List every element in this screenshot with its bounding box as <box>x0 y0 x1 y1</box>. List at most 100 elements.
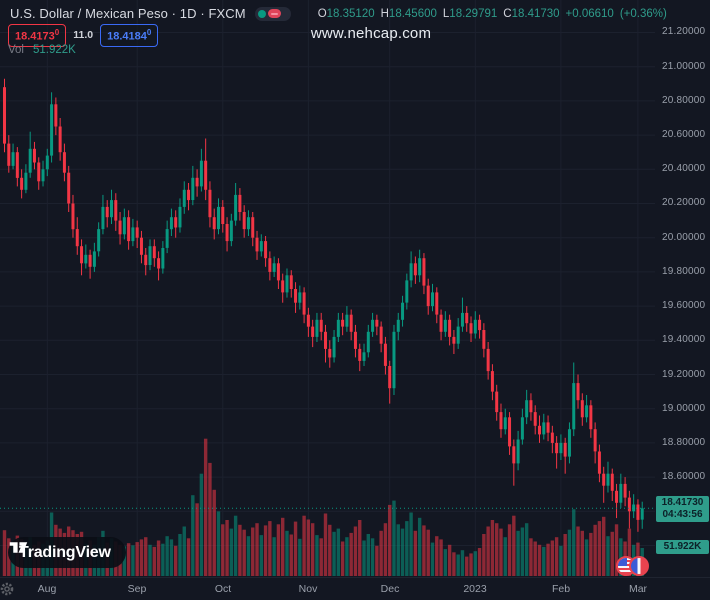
candle-body <box>75 229 79 247</box>
volume-bar <box>550 540 555 576</box>
candle-body <box>32 148 36 163</box>
volume-bar <box>383 523 388 576</box>
volume-label: Vol <box>8 44 24 56</box>
candle-body <box>362 352 366 361</box>
streaming-toggle[interactable] <box>254 6 291 21</box>
time-axis-label: Aug <box>37 583 57 595</box>
price-axis-label: 19.20000 <box>662 369 706 380</box>
candle-body <box>208 189 212 218</box>
candle-body <box>306 314 310 327</box>
price-axis-label: 20.00000 <box>662 232 706 243</box>
volume-bar <box>144 537 148 576</box>
candle-body <box>520 417 524 440</box>
candle-body <box>272 263 276 272</box>
volume-axis-badge: 51.922K <box>656 540 709 554</box>
volume-bar <box>580 530 584 576</box>
candle-body <box>191 177 195 200</box>
flag-event-icon[interactable] <box>629 556 649 576</box>
candle-body <box>401 302 405 320</box>
candle-body <box>405 280 409 303</box>
candle-body <box>379 326 383 344</box>
volume-bar <box>563 534 567 576</box>
candle-body <box>302 292 306 315</box>
event-markers[interactable] <box>616 556 649 576</box>
volume-bar <box>447 544 452 576</box>
tradingview-logo[interactable]: TradingView <box>8 537 126 568</box>
volume-bar <box>452 552 456 576</box>
volume-bar <box>212 489 216 576</box>
candle-body <box>41 169 45 182</box>
buy-ask-button[interactable]: 18.41840 <box>100 24 159 47</box>
candle-body <box>178 206 182 228</box>
volume-bar <box>358 520 362 576</box>
last-price-value: 18.41730 <box>661 497 704 508</box>
candle-body <box>328 348 332 358</box>
time-axis[interactable]: Aug Sep Oct Nov Dec 2023 Feb Mar <box>0 577 710 600</box>
candle-body <box>110 200 113 218</box>
candle-body <box>512 446 516 464</box>
candle-body <box>169 217 173 230</box>
gear-icon[interactable] <box>0 582 14 596</box>
candle-body <box>336 319 340 337</box>
candle-body <box>341 319 345 327</box>
price-axis-label: 19.40000 <box>662 334 706 345</box>
time-axis-label: Sep <box>127 583 147 595</box>
candle-body <box>148 246 152 265</box>
volume-bar <box>396 524 400 576</box>
volume-bar <box>572 509 576 576</box>
volume-bar <box>529 538 533 576</box>
open-label: O <box>317 7 327 20</box>
candle-body <box>486 348 490 372</box>
volume-bar <box>242 529 246 576</box>
price-axis-label: 19.00000 <box>662 403 706 414</box>
volume-current-value: 51.922K <box>33 44 76 56</box>
volume-bar <box>614 524 619 576</box>
volume-bar <box>233 515 238 576</box>
candle-body <box>7 143 11 166</box>
candle-body <box>135 227 139 238</box>
volume-bar <box>443 549 448 576</box>
volume-bar <box>268 521 272 576</box>
candle-body <box>71 203 75 230</box>
volume-bar <box>576 526 580 576</box>
volume-bar <box>400 528 405 576</box>
volume-bar <box>567 529 572 576</box>
candle-body <box>546 422 550 433</box>
bid-ask-row: 18.41730 11.0 18.41840 <box>8 24 159 47</box>
candle-body <box>144 254 148 266</box>
volume-bar <box>225 520 229 576</box>
candle-body <box>383 343 387 366</box>
time-axis-label: Mar <box>628 583 648 595</box>
volume-bar <box>520 527 525 576</box>
symbol-title[interactable]: U.S. Dollar / Mexican Peso · 1D · FXCM <box>10 6 246 21</box>
candle-body <box>161 248 165 269</box>
volume-bar <box>238 524 242 576</box>
candle-body <box>431 292 434 307</box>
volume-bar <box>349 532 353 576</box>
candle-body <box>435 292 439 315</box>
candle-body <box>84 254 88 264</box>
candle-body <box>3 87 6 144</box>
sell-bid-button[interactable]: 18.41730 <box>8 24 67 47</box>
candle-body <box>396 319 400 332</box>
candle-body <box>62 152 66 173</box>
price-axis[interactable]: 21.20000 21.00000 20.80000 20.60000 20.40000… <box>655 0 710 578</box>
volume-bar <box>456 554 460 576</box>
volume-bar <box>165 536 169 576</box>
candle-body <box>482 330 486 349</box>
candle-body <box>58 126 62 153</box>
candle-body <box>285 275 289 293</box>
ohlc-readout: O18.35120 H18.45600 L18.29791 C18.41730 … <box>318 8 667 20</box>
volume-bar <box>430 542 435 576</box>
last-price-badge[interactable]: 18.41730 04:43:56 <box>656 496 709 522</box>
bar-countdown: 04:43:56 <box>662 509 703 520</box>
volume-legend[interactable]: Vol 51.922K <box>8 44 76 56</box>
volume-bar <box>606 536 610 576</box>
candle-body <box>92 251 96 267</box>
volume-bar <box>439 539 443 576</box>
volume-bar <box>345 537 349 576</box>
volume-bar <box>135 542 139 576</box>
candle-body <box>585 405 589 418</box>
candle-body <box>15 152 19 178</box>
